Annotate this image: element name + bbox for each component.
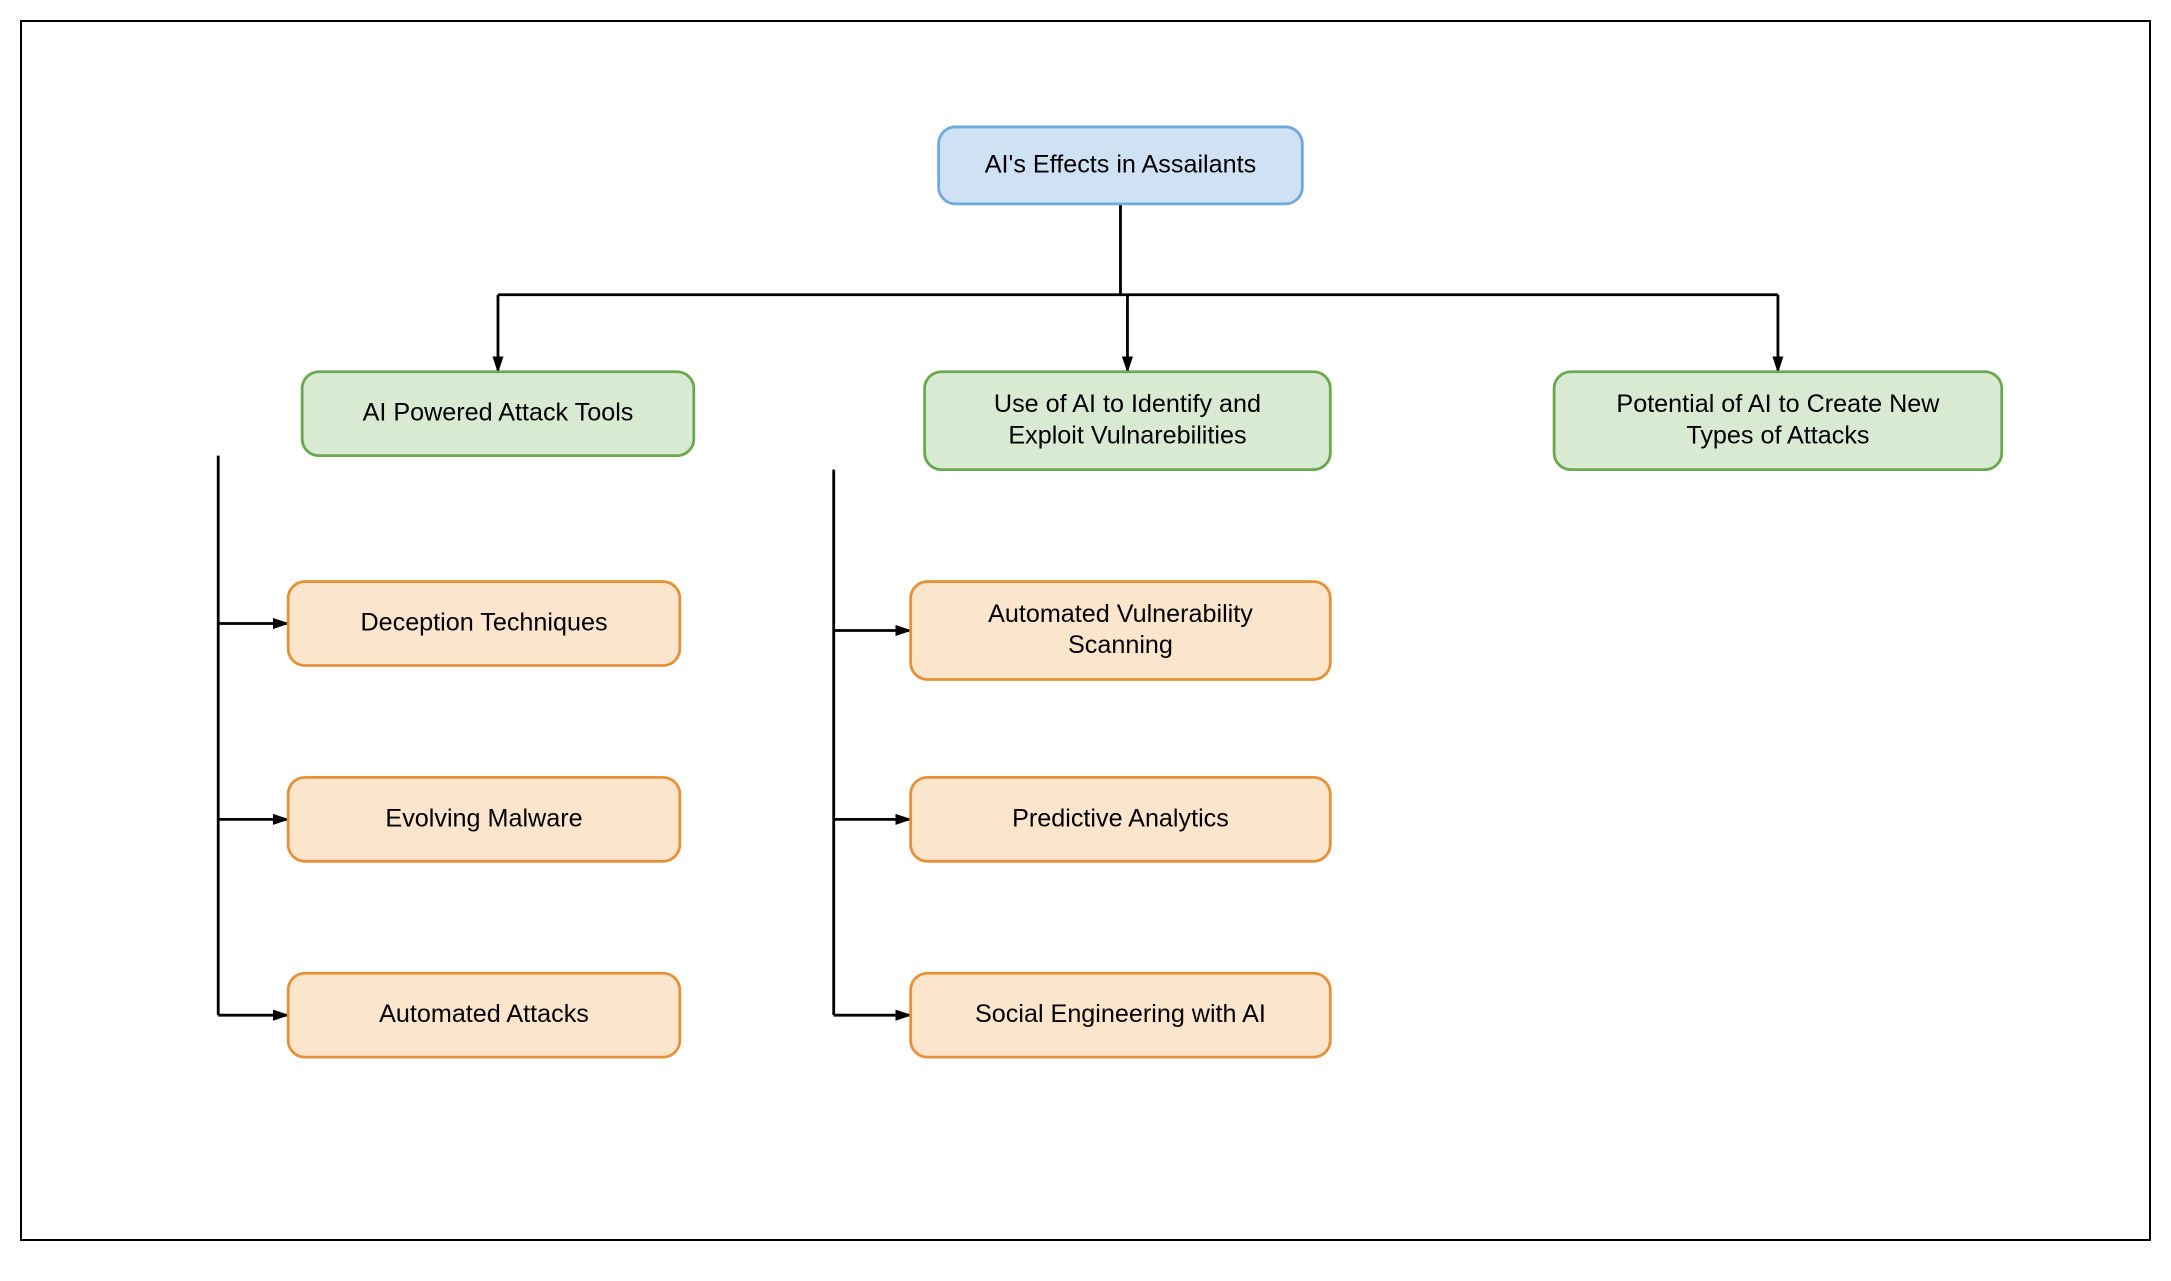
node-b2: Predictive Analytics <box>911 777 1331 861</box>
flowchart-canvas: AI's Effects in Assailants AI Powered Att… <box>22 22 2149 1239</box>
nodes-layer: AI's Effects in Assailants AI Powered Att… <box>288 127 2002 1057</box>
node-label-root: AI's Effects in Assailants <box>985 150 1256 178</box>
node-root: AI's Effects in Assailants <box>939 127 1303 204</box>
node-label-b2: Predictive Analytics <box>1012 804 1229 832</box>
node-label-a3: Automated Attacks <box>379 1000 589 1028</box>
node-label-b3: Social Engineering with AI <box>975 1000 1266 1028</box>
node-l1c: Potential of AI to Create NewTypes of At… <box>1554 372 2002 470</box>
node-a2: Evolving Malware <box>288 777 680 861</box>
node-l1b: Use of AI to Identify andExploit Vulnare… <box>925 372 1331 470</box>
node-b3: Social Engineering with AI <box>911 973 1331 1057</box>
node-label-a1: Deception Techniques <box>360 608 607 636</box>
node-l1a: AI Powered Attack Tools <box>302 372 694 456</box>
node-label-l1a: AI Powered Attack Tools <box>363 398 634 426</box>
diagram-frame: AI's Effects in Assailants AI Powered Att… <box>20 20 2151 1241</box>
node-a1: Deception Techniques <box>288 582 680 666</box>
node-a3: Automated Attacks <box>288 973 680 1057</box>
node-label-a2: Evolving Malware <box>385 804 582 832</box>
node-b1: Automated VulnerabilityScanning <box>911 582 1331 680</box>
